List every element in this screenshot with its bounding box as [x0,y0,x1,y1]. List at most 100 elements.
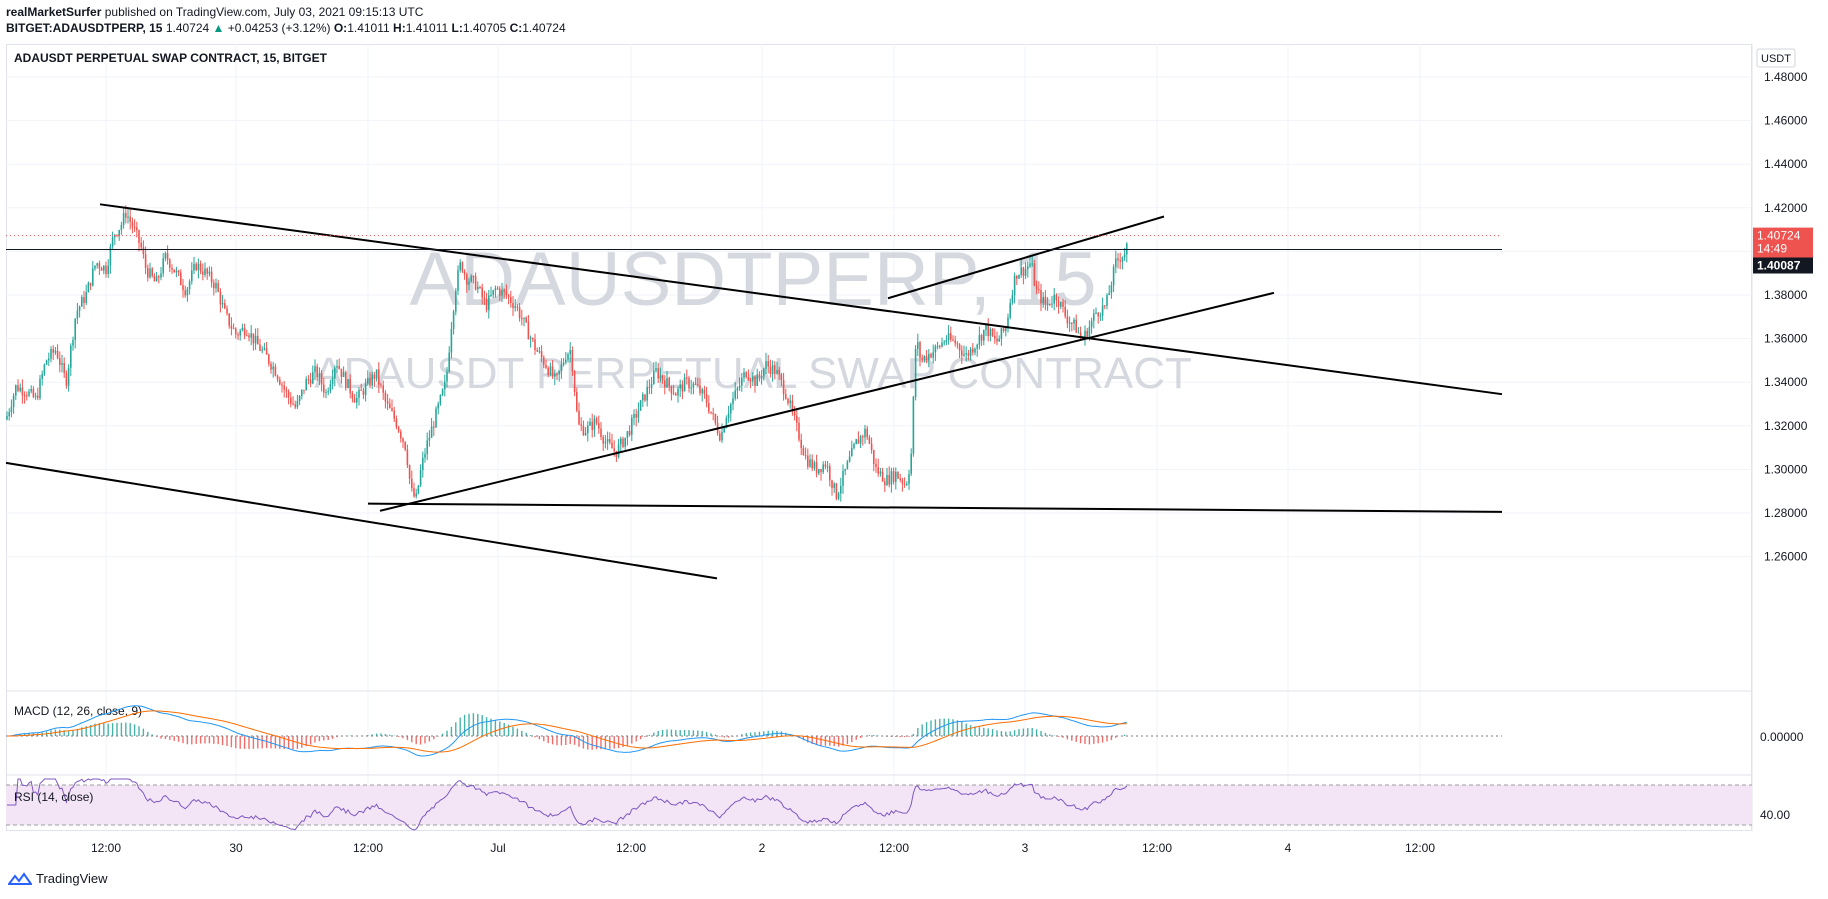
candle-body [976,344,978,349]
candle-body [518,307,521,319]
candle-body [375,369,378,379]
candle-body [540,351,543,358]
candle-body [17,385,19,391]
upper-channel-trendline [887,215,1165,300]
candle-body [111,237,114,247]
candle-body [675,393,677,396]
candle-body [813,462,816,469]
candle-body [868,437,871,444]
candle-body [952,339,954,341]
candle-body [670,386,673,394]
candle-body [466,274,468,285]
candle-body [1117,258,1119,261]
candle-body [593,418,596,430]
candle-body [171,267,173,270]
watermark-symbol: ADAUSDTPERP, 15 [409,237,1096,322]
candle-body [43,364,46,374]
candle-body [985,323,987,330]
candle-body [771,365,774,374]
candle-body [1000,328,1003,339]
candle-body [494,288,497,291]
candle-body [364,383,367,395]
candle-body [45,360,48,365]
candle-body [666,377,668,388]
candle-body [331,378,334,385]
candle-body [430,426,433,438]
candle-body [602,437,604,444]
candle-body [1095,312,1097,314]
candle-body [714,414,717,424]
candle-body [206,268,208,274]
candle-body [477,286,479,290]
candle-body [934,346,937,353]
candle-body [241,327,244,331]
candle-body [250,333,252,338]
candle-body [21,387,24,396]
candle-body [312,372,314,384]
candle-body [1024,269,1027,276]
footer[interactable]: TradingView [8,871,108,886]
candle-body [622,438,624,447]
candle-body [820,469,822,473]
candle-body [56,350,59,359]
candle-body [1108,292,1110,296]
y-tick-label: 1.38000 [1764,288,1808,302]
candle-body [182,285,184,291]
candle-body [514,306,516,308]
candle-body [485,298,488,311]
candle-body [1002,328,1005,331]
candle-body [668,377,670,387]
macd-pane [6,705,1502,757]
last-price: 1.40724 [162,21,210,35]
candle-body [1016,275,1018,279]
tradingview-logo-icon [8,871,32,885]
candle-body [692,383,695,388]
candle-body [149,268,151,278]
candle-body [1071,322,1073,324]
x-axis: 12:00 30 12:00 Jul 12:00 2 12:00 3 12:00 4 12:00 [91,841,1435,855]
candle-body [840,485,842,494]
candle-body [782,379,785,395]
candle-body [963,354,965,356]
candle-body [290,397,292,404]
candle-body [342,372,345,377]
currency-badge[interactable] [1756,48,1796,68]
candle-body [879,471,882,474]
x-tick-label: Jul [490,841,505,855]
candle-body [723,427,725,433]
publisher-name[interactable]: realMarketSurfer [6,5,102,19]
candle-body [386,401,389,404]
candle-body [556,373,558,375]
candle-body [681,384,684,392]
candle-body [543,357,545,365]
candle-body [147,267,149,278]
x-tick-label: 2 [759,841,766,855]
candle-body [415,493,417,497]
candle-body [591,421,593,430]
candle-body [378,369,380,385]
candle-body [1084,330,1086,338]
candle-body [697,384,699,386]
candle-body [747,377,750,380]
candle-body [499,288,501,296]
candle-body [325,391,327,393]
candle-body [272,366,274,370]
candle-body [895,471,897,482]
candle-body [98,263,101,269]
candle-body [906,484,908,486]
candle-body [417,485,420,494]
candle-body [606,438,609,443]
candle-body [83,297,85,304]
candle-body [461,262,464,272]
candle-body [160,273,162,278]
candle-body [914,348,917,397]
candle-body [177,270,180,273]
candle-body [589,421,591,426]
candle-body [1123,254,1126,258]
candle-body [479,286,481,288]
y-tick-label: 1.32000 [1764,419,1808,433]
high-label: H: [389,21,406,35]
candle-body [301,389,303,396]
candle-body [232,328,235,330]
